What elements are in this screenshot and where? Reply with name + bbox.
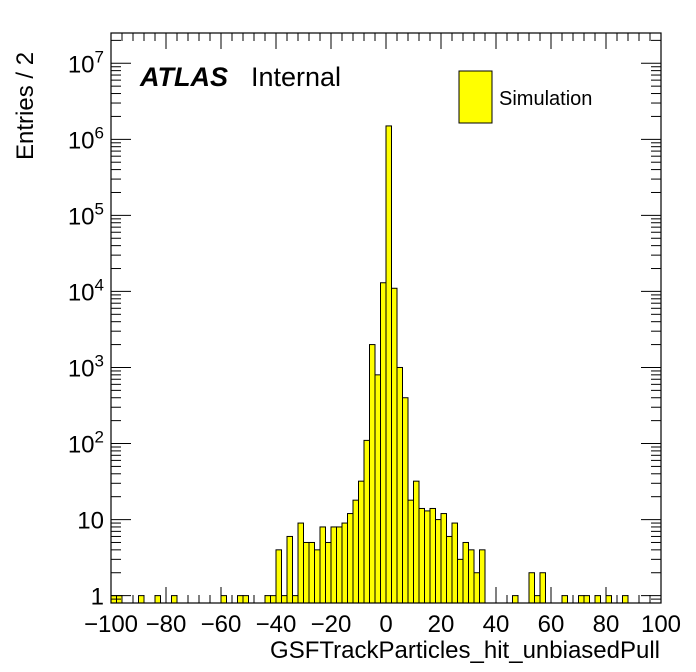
y-tick-label: 106 [68, 123, 104, 154]
y-axis-title: Entries / 2 [12, 52, 39, 160]
histogram-bar [319, 526, 326, 604]
histogram-bar [539, 572, 546, 604]
x-tick-label: 40 [483, 611, 510, 638]
histogram-bar [347, 513, 354, 604]
histogram-bar [512, 595, 519, 604]
y-tick-labels: 1 10 102 103 104 105 106 107 [68, 47, 104, 610]
x-tick-label: −100 [84, 611, 138, 638]
histogram-bar [418, 507, 425, 604]
histogram-bar [303, 541, 310, 604]
x-tick-label: −80 [146, 611, 187, 638]
histogram-bar [237, 595, 244, 604]
histogram-bar [286, 535, 293, 604]
histogram-bar [154, 595, 161, 604]
histogram-bar [534, 595, 541, 604]
histogram-bar [578, 595, 585, 604]
histogram-bar [594, 595, 601, 604]
plot-frame [110, 32, 662, 604]
histogram-bar [402, 397, 409, 604]
histogram-bar [138, 595, 145, 604]
y-tick-label: 1 [91, 584, 104, 611]
histogram-bar [281, 595, 288, 604]
histogram-bar [462, 541, 469, 604]
histogram-bar [413, 480, 420, 604]
histogram-bar [242, 595, 249, 604]
histogram-bar [308, 541, 315, 604]
histogram-bar [171, 595, 178, 604]
histogram-bar [314, 549, 321, 604]
histogram-bar [330, 526, 337, 604]
histogram-bar [468, 549, 475, 604]
legend: Simulation [458, 70, 592, 124]
histogram-bar [275, 549, 282, 604]
histogram-bar [396, 366, 403, 604]
x-axis-title: GSFTrackParticles_hit_unbiasedPull [270, 637, 660, 664]
histogram-bar [561, 595, 568, 604]
x-tick-label: 60 [538, 611, 565, 638]
histogram-bar [457, 558, 464, 604]
legend-label-simulation: Simulation [499, 88, 592, 110]
histogram-bar [407, 499, 414, 604]
histogram-bar [352, 499, 359, 604]
y-tick-label: 103 [68, 351, 104, 382]
y-tick-label: 10 [77, 508, 104, 535]
histogram-bar [325, 541, 332, 604]
histogram-bar [605, 595, 612, 604]
x-tick-label: 20 [428, 611, 455, 638]
histogram-bar [270, 595, 277, 604]
histogram-bar [264, 595, 271, 604]
histogram-bar [385, 125, 392, 604]
x-tick-labels: −100 −80 −60 −40 −20 0 20 40 60 80 100 [84, 611, 681, 638]
histogram-bar [363, 439, 370, 604]
histogram-bar [374, 374, 381, 604]
histogram-bar [336, 526, 343, 604]
x-tick-label: −60 [201, 611, 242, 638]
x-tick-label: 100 [641, 611, 681, 638]
y-tick-label: 104 [68, 275, 104, 306]
atlas-label: ATLAS [139, 62, 228, 92]
histogram-bar [369, 344, 376, 604]
legend-swatch-simulation [458, 70, 493, 124]
x-tick-label: −40 [256, 611, 297, 638]
histogram-bar [358, 480, 365, 604]
histogram-bar [391, 287, 398, 604]
x-tick-label: −20 [311, 611, 352, 638]
histogram-bar [424, 510, 431, 604]
histogram-bar [473, 572, 480, 604]
x-tick-label: 80 [593, 611, 620, 638]
histogram-bar [622, 595, 629, 604]
histogram-bar [297, 522, 304, 604]
histogram-bar [440, 513, 447, 604]
histogram-bar [583, 595, 590, 604]
y-tick-label: 107 [68, 47, 104, 78]
histogram-bar [435, 519, 442, 604]
histogram-bar [341, 522, 348, 604]
histogram-bars [110, 125, 629, 604]
histogram-bar [528, 572, 535, 604]
y-tick-label: 105 [68, 199, 104, 230]
internal-label: Internal [251, 62, 341, 92]
histogram-bar [380, 282, 387, 604]
histogram-bar [451, 522, 458, 604]
x-tick-label: 0 [379, 611, 392, 638]
histogram-bar [446, 535, 453, 604]
histogram-bar [220, 595, 227, 604]
y-tick-label: 102 [68, 428, 104, 459]
histogram-bar [479, 549, 486, 604]
axis-ticks [110, 33, 662, 603]
histogram-bar [429, 507, 436, 604]
histogram-bar [292, 595, 299, 604]
